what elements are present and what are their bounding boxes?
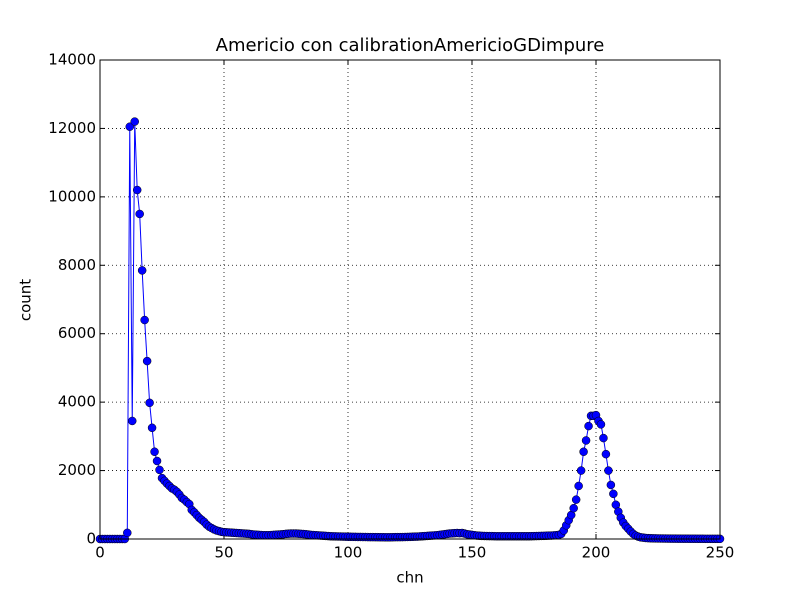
data-point (599, 433, 608, 443)
data-point (150, 447, 159, 457)
plot-frame (99, 59, 721, 540)
x-tick-label: 200 (582, 544, 611, 562)
data-point (601, 449, 611, 459)
x-tick-label: 250 (706, 544, 735, 562)
data-point (142, 356, 152, 366)
data-point (579, 447, 588, 457)
data-point (145, 398, 154, 408)
y-tick-label: 14000 (48, 51, 96, 69)
y-tick-label: 8000 (58, 256, 96, 274)
data-point (130, 117, 139, 126)
data-point (155, 465, 164, 475)
data-point (606, 480, 616, 490)
data-point (596, 420, 606, 429)
y-tick-label: 0 (86, 530, 96, 548)
data-point (123, 528, 132, 538)
x-tick-label: 150 (458, 544, 487, 562)
data-point (581, 436, 591, 445)
chart-title: Americio con calibrationAmericioGDimpure (216, 35, 605, 56)
x-tick-label: 50 (214, 544, 233, 562)
data-point (147, 423, 157, 433)
y-tick-label: 2000 (58, 461, 96, 479)
data-point (574, 481, 583, 491)
y-axis-label: count (17, 279, 35, 321)
y-tick-label: 6000 (58, 324, 96, 342)
data-point (127, 416, 137, 426)
data-point (604, 466, 613, 475)
x-tick-label: 100 (334, 544, 363, 562)
data-point (132, 185, 142, 195)
x-axis-label: chn (396, 569, 423, 587)
data-point (125, 122, 135, 131)
x-tick-label: 0 (95, 544, 105, 562)
data-point (576, 466, 586, 475)
data-point (609, 489, 618, 499)
data-point (584, 421, 593, 431)
y-tick-label: 10000 (48, 187, 96, 205)
data-point (137, 266, 147, 275)
data-point (569, 503, 578, 513)
data-point (571, 495, 581, 504)
y-tick-label: 12000 (48, 119, 96, 137)
data-point (140, 315, 149, 325)
data-point (152, 456, 162, 466)
y-tick-label: 4000 (58, 393, 96, 411)
data-point (135, 209, 144, 219)
